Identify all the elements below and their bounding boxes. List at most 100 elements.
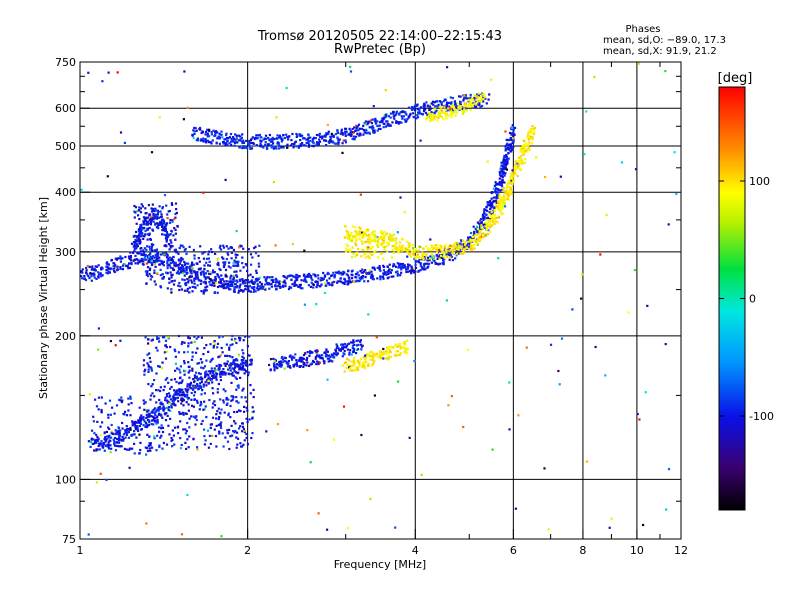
data-point <box>335 343 338 346</box>
data-point <box>429 116 432 119</box>
data-point <box>510 133 513 136</box>
data-point <box>226 252 229 255</box>
data-point <box>138 210 141 213</box>
data-point <box>217 407 220 410</box>
data-point <box>364 269 367 272</box>
data-point <box>307 275 310 278</box>
data-point <box>369 239 372 242</box>
data-point <box>146 238 149 241</box>
data-point <box>424 111 427 114</box>
data-point <box>260 140 263 143</box>
data-point <box>154 207 157 210</box>
data-point <box>207 350 210 353</box>
data-point <box>369 358 372 361</box>
data-point <box>238 336 241 339</box>
data-point <box>385 273 388 276</box>
data-point <box>379 231 382 234</box>
data-point <box>428 112 431 116</box>
data-point <box>139 448 142 452</box>
data-point <box>150 423 153 426</box>
data-point <box>107 441 110 444</box>
data-point <box>408 116 411 119</box>
data-point <box>183 341 186 344</box>
data-point <box>488 93 491 96</box>
data-point <box>182 271 185 275</box>
data-point <box>145 522 148 525</box>
data-point <box>449 245 453 248</box>
data-point <box>359 193 362 196</box>
data-point <box>180 288 183 291</box>
data-point <box>91 266 94 270</box>
y-tick-label: 100 <box>55 473 76 486</box>
data-point <box>184 428 187 431</box>
data-point <box>350 133 353 136</box>
data-point <box>273 369 276 372</box>
data-point <box>214 368 217 371</box>
data-point <box>514 166 517 169</box>
data-point <box>488 220 491 223</box>
data-point <box>180 270 183 274</box>
x-tick-label: 8 <box>579 544 586 557</box>
data-point <box>291 243 294 246</box>
data-point <box>371 245 374 248</box>
data-point <box>118 398 121 401</box>
data-point <box>238 285 241 288</box>
data-point <box>228 280 231 283</box>
data-point <box>349 233 352 236</box>
data-point <box>275 147 278 150</box>
data-point <box>378 267 381 270</box>
data-point <box>367 131 371 134</box>
data-point <box>305 141 308 144</box>
data-point <box>406 348 409 351</box>
data-point <box>493 222 496 225</box>
data-point <box>282 134 285 137</box>
chart-subtitle: RwPretec (Bp) <box>334 42 426 57</box>
y-tick-label: 600 <box>55 102 76 115</box>
data-point <box>306 141 309 145</box>
data-point <box>474 227 477 230</box>
data-point <box>161 403 164 406</box>
data-point <box>445 117 448 120</box>
data-point <box>501 207 504 210</box>
data-point <box>284 282 287 285</box>
data-point <box>348 133 351 136</box>
data-point <box>374 249 377 252</box>
data-point <box>361 268 364 271</box>
data-point <box>123 410 127 413</box>
data-point <box>406 267 410 270</box>
data-point <box>346 233 349 237</box>
data-point <box>498 208 501 212</box>
data-point <box>308 272 311 276</box>
data-point <box>314 357 317 360</box>
data-point <box>92 420 95 423</box>
data-point <box>152 207 155 211</box>
data-point <box>549 343 553 346</box>
data-point <box>138 230 141 233</box>
data-point <box>380 351 383 354</box>
data-point <box>371 273 374 276</box>
data-point <box>235 446 238 449</box>
data-point <box>157 413 160 416</box>
data-point <box>272 357 275 360</box>
data-point <box>375 336 378 339</box>
data-point <box>80 275 83 278</box>
data-point <box>459 100 462 103</box>
data-point <box>370 126 373 129</box>
data-point <box>514 160 517 163</box>
data-point <box>220 421 223 424</box>
data-point <box>336 131 339 134</box>
colorbar-tick-label: 0 <box>749 293 756 306</box>
data-point <box>187 398 190 401</box>
data-point <box>354 135 357 138</box>
data-point <box>149 238 152 241</box>
data-point <box>205 370 208 373</box>
data-point <box>193 254 196 257</box>
data-point <box>380 229 383 233</box>
data-point <box>145 409 148 412</box>
data-point <box>401 110 404 113</box>
data-point <box>474 241 477 244</box>
data-point <box>310 362 314 365</box>
data-point <box>261 287 265 290</box>
data-point <box>422 110 426 113</box>
data-point <box>350 360 353 363</box>
